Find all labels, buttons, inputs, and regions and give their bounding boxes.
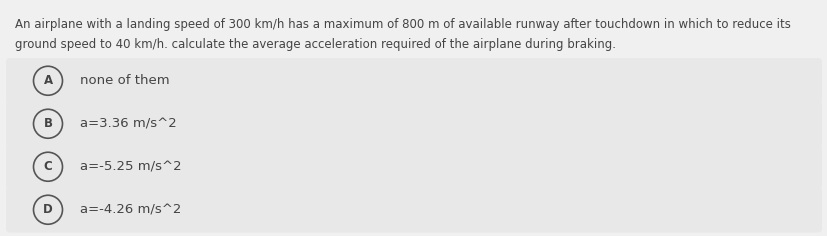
Text: none of them: none of them (80, 74, 170, 87)
Text: D: D (43, 203, 53, 216)
Text: ground speed to 40 km/h. calculate the average acceleration required of the airp: ground speed to 40 km/h. calculate the a… (15, 38, 615, 51)
FancyBboxPatch shape (6, 144, 821, 190)
Text: A: A (43, 74, 52, 87)
Circle shape (33, 152, 62, 181)
Circle shape (33, 195, 62, 224)
Circle shape (33, 66, 62, 95)
Text: a=3.36 m/s^2: a=3.36 m/s^2 (80, 117, 177, 130)
Circle shape (33, 109, 62, 138)
Text: An airplane with a landing speed of 300 km/h has a maximum of 800 m of available: An airplane with a landing speed of 300 … (15, 18, 790, 31)
Text: C: C (44, 160, 52, 173)
FancyBboxPatch shape (6, 187, 821, 232)
Text: a=-5.25 m/s^2: a=-5.25 m/s^2 (80, 160, 182, 173)
FancyBboxPatch shape (6, 101, 821, 147)
Text: B: B (44, 117, 52, 130)
Text: a=-4.26 m/s^2: a=-4.26 m/s^2 (80, 203, 182, 216)
FancyBboxPatch shape (6, 58, 821, 104)
